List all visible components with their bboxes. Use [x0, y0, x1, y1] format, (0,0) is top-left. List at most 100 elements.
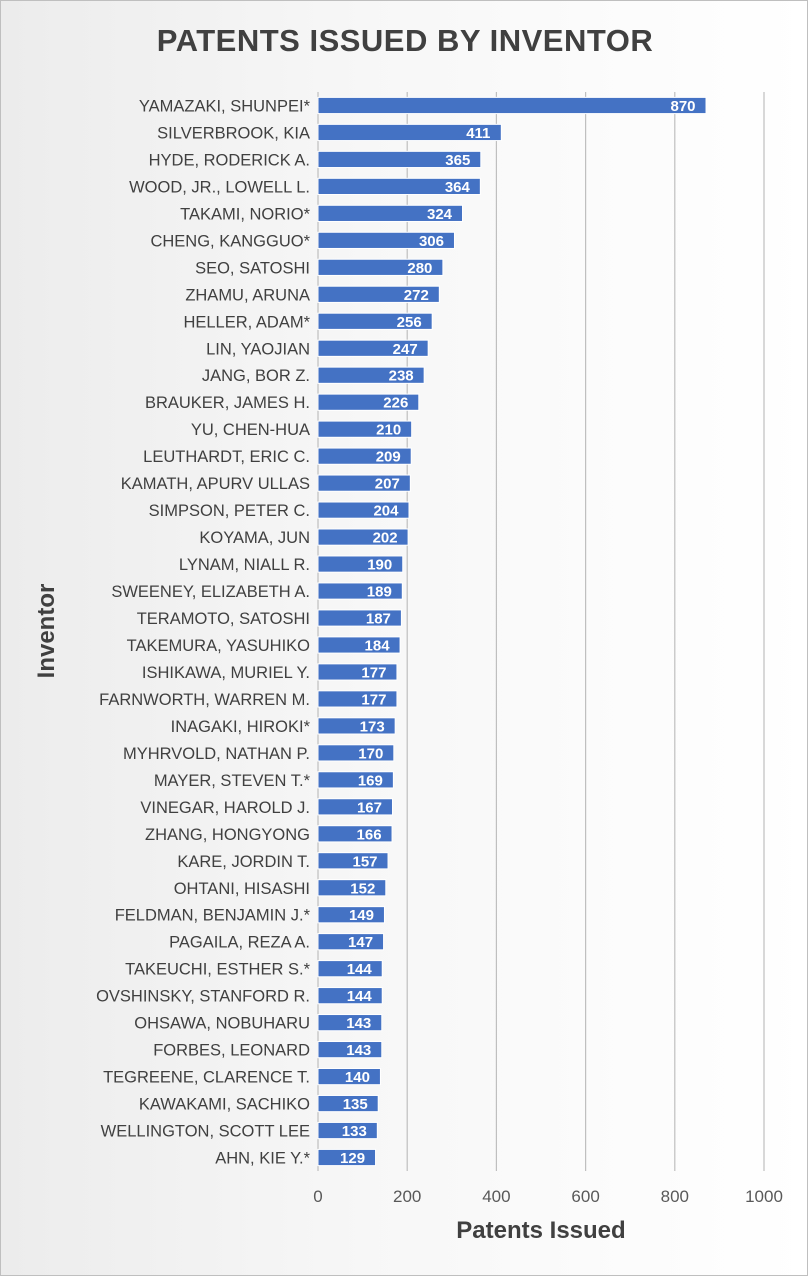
y-category-label: SILVERBROOK, KIA: [157, 124, 310, 142]
bar: [317, 474, 411, 492]
data-label: 152: [350, 880, 375, 897]
data-label: 166: [357, 826, 382, 843]
data-label: 143: [346, 1042, 371, 1059]
bar: [317, 636, 401, 654]
y-category-label: TAKEMURA, YASUHIKO: [127, 637, 311, 655]
data-label: 133: [342, 1123, 367, 1140]
bar: [317, 96, 707, 115]
data-label: 144: [347, 961, 373, 978]
y-category-label: FARNWORTH, WARREN M.: [99, 691, 310, 709]
y-category-label: KOYAMA, JUN: [199, 529, 310, 547]
data-label: 177: [361, 664, 386, 681]
y-category-label: FELDMAN, BENJAMIN J.*: [115, 907, 311, 925]
y-category-label: MAYER, STEVEN T.*: [154, 772, 311, 790]
data-label: 204: [373, 503, 399, 520]
bar: [317, 690, 398, 708]
y-category-label: OHTANI, HISASHI: [174, 880, 310, 898]
y-category-label: KAWAKAMI, SACHIKO: [139, 1096, 310, 1114]
bar: [317, 960, 383, 978]
y-category-label: INAGAKI, HIROKI*: [171, 718, 311, 736]
bar: [317, 582, 403, 600]
bar: [317, 987, 383, 1005]
y-category-label: SIMPSON, PETER C.: [149, 502, 310, 520]
y-category-label: FORBES, LEONARD: [153, 1042, 310, 1060]
y-category-label: HYDE, RODERICK A.: [149, 151, 310, 169]
x-tick-label: 200: [393, 1187, 421, 1206]
data-label: 149: [349, 907, 374, 924]
data-label: 238: [389, 368, 414, 385]
data-label: 177: [361, 691, 386, 708]
bar: [317, 663, 398, 681]
data-label: 280: [407, 260, 432, 277]
bar: [317, 501, 410, 519]
data-label: 365: [445, 152, 470, 169]
data-label: 157: [353, 853, 378, 870]
data-label: 169: [358, 772, 383, 789]
y-category-label: JANG, BOR Z.: [202, 367, 310, 385]
y-category-label: TAKEUCHI, ESTHER S.*: [125, 961, 310, 979]
x-tick-label: 800: [661, 1187, 689, 1206]
data-label: 129: [340, 1150, 365, 1167]
x-tick-label: 0: [313, 1187, 322, 1206]
y-category-label: KARE, JORDIN T.: [177, 853, 310, 871]
data-label: 184: [365, 637, 391, 654]
bar: [317, 906, 385, 924]
y-category-label: KAMATH, APURV ULLAS: [121, 475, 310, 493]
bar: [317, 339, 429, 357]
y-category-label: TAKAMI, NORIO*: [180, 205, 310, 223]
data-label: 170: [358, 745, 383, 762]
y-category-label: YU, CHEN-HUA: [191, 421, 310, 439]
x-tick-label: 1000: [745, 1187, 783, 1206]
data-label: 135: [343, 1096, 368, 1113]
data-label: 167: [357, 799, 382, 816]
bar: [317, 123, 502, 142]
y-category-label: ZHANG, HONGYONG: [145, 826, 310, 844]
bar: [317, 528, 409, 546]
data-label: 306: [419, 233, 444, 250]
y-category-label: CHENG, KANGGUO*: [150, 232, 310, 250]
y-category-label: LEUTHARDT, ERIC C.: [143, 448, 310, 466]
data-label: 870: [671, 98, 696, 115]
bar: [317, 825, 393, 843]
data-label: 272: [404, 287, 429, 304]
y-category-label: ZHAMU, ARUNA: [185, 286, 310, 304]
data-label: 324: [427, 206, 453, 223]
data-label: 411: [466, 125, 490, 142]
bar: [317, 447, 412, 465]
data-label: 147: [348, 934, 373, 951]
bar: [317, 852, 389, 870]
y-category-label: WOOD, JR., LOWELL L.: [129, 178, 310, 196]
bar: [317, 285, 440, 303]
data-label: 144: [347, 988, 373, 1005]
data-label: 209: [376, 449, 401, 466]
data-label: 207: [375, 476, 400, 493]
data-label: 187: [366, 611, 391, 628]
bar: [317, 231, 455, 249]
data-label: 210: [376, 422, 401, 439]
y-category-label: OVSHINSKY, STANFORD R.: [96, 988, 310, 1006]
x-tick-label: 600: [571, 1187, 599, 1206]
y-category-label: SWEENEY, ELIZABETH A.: [111, 583, 310, 601]
bar: [317, 204, 464, 222]
data-label: 143: [346, 1015, 371, 1032]
y-category-label: LIN, YAOJIAN: [206, 340, 310, 358]
data-label: 202: [373, 530, 398, 547]
y-category-label: LYNAM, NIALL R.: [179, 556, 310, 574]
y-category-label: ISHIKAWA, MURIEL Y.: [142, 664, 310, 682]
y-category-label: BRAUKER, JAMES H.: [145, 394, 310, 412]
bar: [317, 1041, 383, 1059]
bar: [317, 177, 481, 196]
bar: [317, 555, 404, 573]
y-category-label: TERAMOTO, SATOSHI: [137, 610, 310, 628]
chart-title: PATENTS ISSUED BY INVENTOR: [156, 23, 654, 58]
y-category-label: WELLINGTON, SCOTT LEE: [101, 1123, 310, 1141]
data-label: 190: [367, 557, 392, 574]
bar: [317, 744, 395, 762]
bar: [317, 366, 425, 384]
x-tick-label: 400: [482, 1187, 510, 1206]
bar: [317, 150, 482, 169]
data-label: 247: [393, 341, 418, 358]
y-category-label: PAGAILA, REZA A.: [169, 934, 310, 952]
y-category-label: VINEGAR, HAROLD J.: [140, 799, 310, 817]
y-axis-label: Inventor: [33, 583, 60, 679]
